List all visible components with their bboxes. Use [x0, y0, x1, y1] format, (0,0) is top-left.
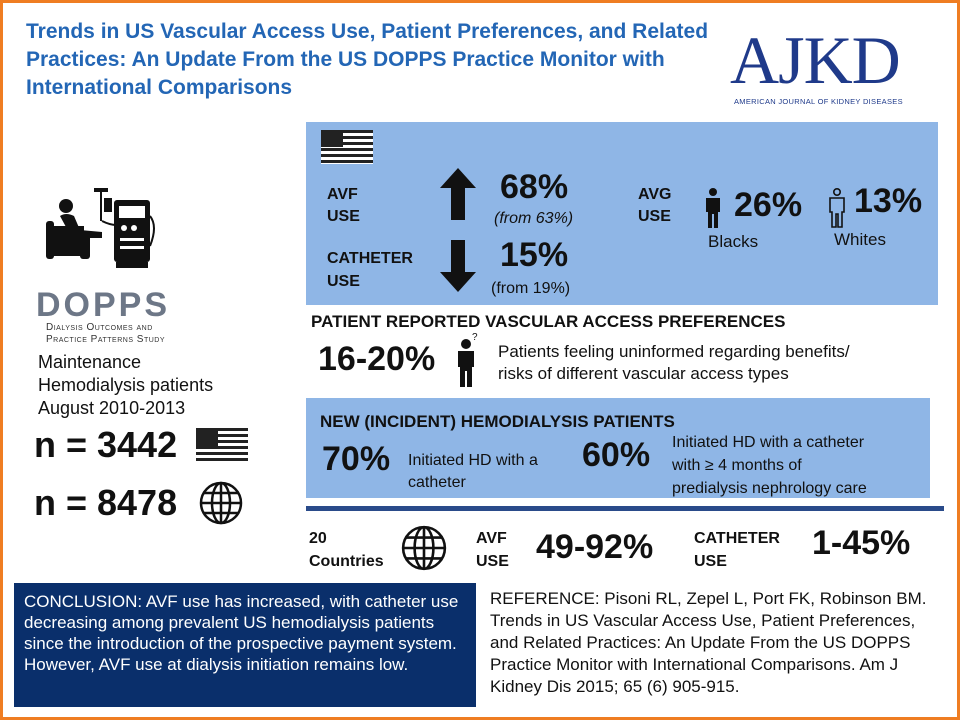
- catheter-label-2: USE: [327, 273, 360, 290]
- preferences-text-2: risks of different vascular access types: [498, 364, 789, 383]
- svg-text:?: ?: [472, 332, 478, 343]
- us-flag-icon: [196, 428, 248, 464]
- intl-avf-1: AVF: [476, 530, 507, 547]
- incident-value-1: 70%: [322, 440, 391, 478]
- dialysis-machine-icon: [46, 188, 155, 268]
- arrow-down-icon: [440, 240, 476, 292]
- incident-text-2a: Initiated HD with a catheter: [672, 434, 865, 451]
- incident-panel: [306, 398, 930, 498]
- thinking-person-icon: ?: [458, 332, 478, 387]
- catheter-label-1: CATHETER: [327, 250, 413, 267]
- intl-catheter-value: 1-45%: [812, 524, 911, 562]
- incident-heading: NEW (INCIDENT) HEMODIALYSIS PATIENTS: [320, 412, 675, 431]
- preferences-heading: PATIENT REPORTED VASCULAR ACCESS PREFERE…: [311, 312, 786, 331]
- dopps-logo: DOPPS: [36, 286, 171, 324]
- intl-catheter-2: USE: [694, 553, 727, 570]
- incident-text-2c: predialysis nephrology care: [672, 480, 867, 497]
- conclusion-box: CONCLUSION: AVF use has increased, with …: [14, 583, 476, 707]
- whites-value: 13%: [854, 182, 923, 220]
- preferences-text-1: Patients feeling uninformed regarding be…: [498, 342, 850, 361]
- dopps-subtitle-1: Dialysis Outcomes and: [46, 322, 153, 333]
- avf-label-1: AVF: [327, 186, 358, 203]
- logo-sub: AMERICAN JOURNAL OF KIDNEY DISEASES: [734, 97, 903, 106]
- whites-label: Whites: [834, 230, 886, 249]
- intl-catheter-1: CATHETER: [694, 530, 780, 547]
- incident-text-2b: with ≥ 4 months of: [672, 457, 802, 474]
- person-outline-icon: [829, 188, 845, 228]
- n-us: n = 3442: [34, 424, 178, 465]
- study-desc-2: Hemodialysis patients: [38, 375, 214, 395]
- avf-value: 68%: [500, 168, 569, 206]
- intl-avf-2: USE: [476, 553, 509, 570]
- globe-icon: [199, 481, 243, 525]
- blacks-value: 26%: [734, 186, 803, 224]
- avf-label-2: USE: [327, 208, 360, 225]
- study-desc-3: August 2010-2013: [38, 398, 186, 418]
- preferences-value: 16-20%: [318, 340, 436, 378]
- arrow-up-icon: [440, 168, 476, 220]
- person-black-icon: [706, 188, 720, 228]
- countries-1: 20: [309, 530, 327, 547]
- incident-value-2: 60%: [582, 436, 651, 474]
- logo-main: AJKD: [730, 22, 901, 98]
- n-intl: n = 8478: [34, 482, 178, 523]
- page-title: Trends in US Vascular Access Use, Patien…: [26, 20, 709, 99]
- incident-text-1b: catheter: [408, 474, 466, 491]
- us-flag-icon: [321, 130, 373, 164]
- ajkd-logo: AJKD AMERICAN JOURNAL OF KIDNEY DISEASES: [730, 24, 940, 118]
- blacks-label: Blacks: [708, 232, 759, 251]
- study-desc-1: Maintenance: [38, 352, 142, 372]
- intl-avf-value: 49-92%: [536, 528, 654, 566]
- globe-icon: [401, 525, 447, 571]
- avg-label-2: USE: [638, 208, 671, 225]
- incident-text-1a: Initiated HD with a: [408, 452, 538, 469]
- divider-rule: [306, 506, 944, 511]
- avf-from: (from 63%): [494, 210, 574, 227]
- catheter-from: (from 19%): [491, 280, 571, 297]
- catheter-value: 15%: [500, 236, 569, 274]
- countries-2: Countries: [309, 553, 384, 570]
- avg-label-1: AVG: [638, 186, 672, 203]
- reference-text: REFERENCE: Pisoni RL, Zepel L, Port FK, …: [490, 589, 927, 696]
- dopps-subtitle-2: Practice Patterns Study: [46, 334, 165, 345]
